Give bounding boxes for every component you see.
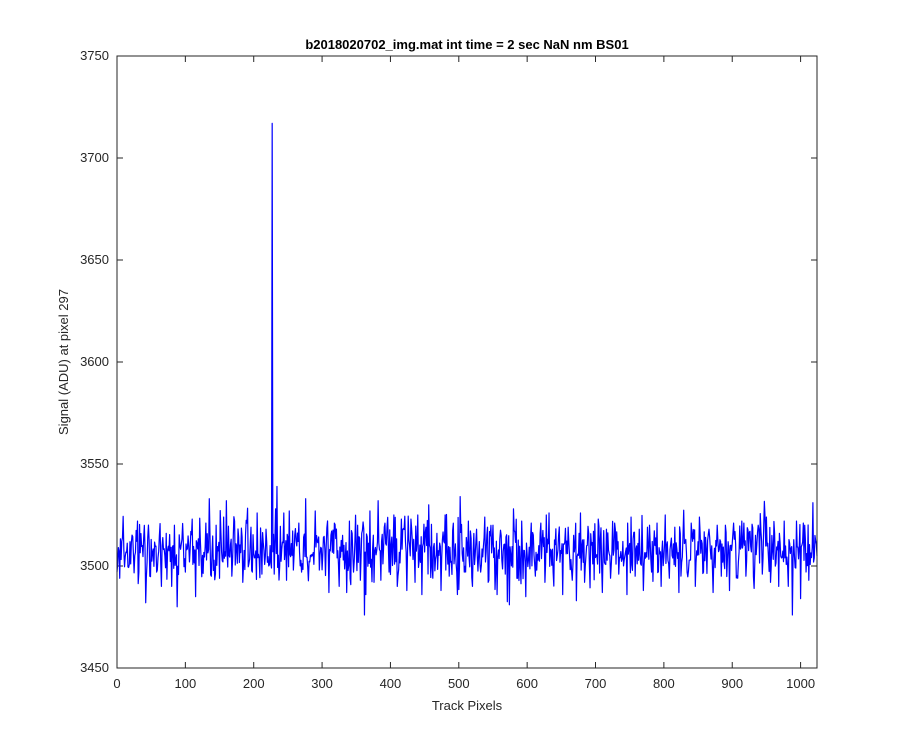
y-tick-label: 3450 <box>80 660 109 675</box>
y-tick-label: 3550 <box>80 456 109 471</box>
y-tick-label: 3750 <box>80 48 109 63</box>
axis-ticks: 0 100 200 300 400 500 600 700 800 900 1000 3450 3500… <box>80 48 817 691</box>
x-tick-label: 400 <box>380 676 402 691</box>
x-tick-label: 500 <box>448 676 470 691</box>
x-tick-label: 0 <box>113 676 120 691</box>
x-tick-label: 600 <box>516 676 538 691</box>
plot-area <box>117 56 817 668</box>
x-tick-label: 200 <box>243 676 265 691</box>
y-tick-label: 3600 <box>80 354 109 369</box>
series-line-0 <box>116 122 818 616</box>
x-tick-label: 800 <box>653 676 675 691</box>
series-layer <box>116 122 818 616</box>
y-tick-label: 3500 <box>80 558 109 573</box>
x-axis-label: Track Pixels <box>432 698 503 713</box>
y-tick-label: 3700 <box>80 150 109 165</box>
x-tick-label: 700 <box>585 676 607 691</box>
chart-title: b2018020702_img.mat int time = 2 sec NaN… <box>305 37 628 52</box>
x-tick-label: 1000 <box>786 676 815 691</box>
plot-frame <box>116 55 818 669</box>
y-axis-label: Signal (ADU) at pixel 297 <box>56 289 71 435</box>
x-tick-label: 900 <box>721 676 743 691</box>
x-tick-label: 100 <box>175 676 197 691</box>
x-tick-label: 300 <box>311 676 333 691</box>
y-tick-label: 3650 <box>80 252 109 267</box>
